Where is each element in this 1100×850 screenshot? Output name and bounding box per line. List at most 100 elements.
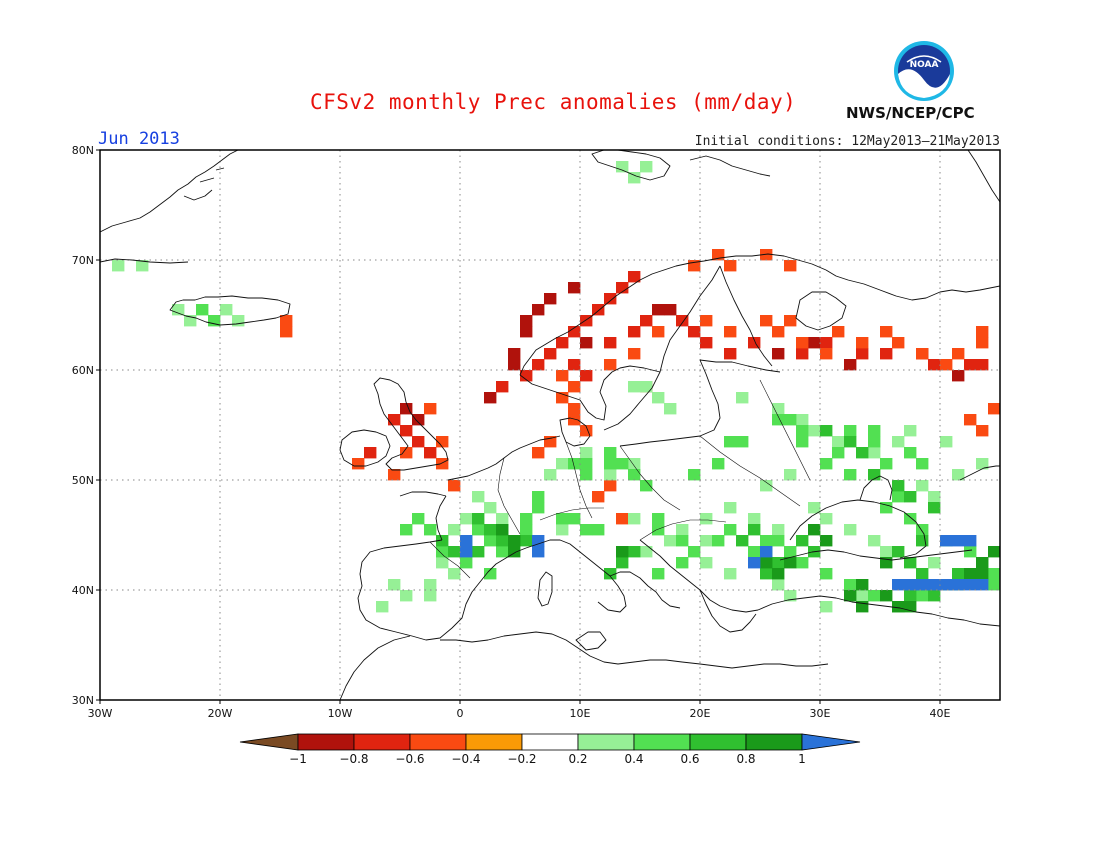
anomaly-cell [652, 304, 665, 316]
anomaly-cell [736, 392, 749, 404]
anomaly-cell [940, 535, 953, 547]
anomaly-cell [796, 348, 809, 360]
anomaly-cell [772, 568, 785, 580]
anomaly-cell [508, 348, 521, 360]
anomaly-cell [868, 469, 881, 481]
anomaly-cell [532, 502, 545, 514]
anomaly-cell [916, 458, 929, 470]
anomaly-cell [556, 370, 569, 382]
anomaly-cell [628, 271, 641, 283]
anomaly-cell [904, 425, 917, 437]
anomaly-cell [520, 535, 533, 547]
anomaly-cell [940, 359, 953, 371]
colorbar-swatch [689, 733, 747, 751]
anomaly-cell [700, 337, 713, 349]
lon-tick-label: 10W [328, 707, 353, 720]
anomaly-cell [928, 359, 941, 371]
anomaly-cell [628, 381, 641, 393]
anomaly-cell [748, 524, 761, 536]
anomaly-cell [928, 502, 941, 514]
anomaly-cell [976, 557, 989, 569]
anomaly-cell [952, 469, 965, 481]
anomaly-cell [964, 359, 977, 371]
anomaly-cell [856, 590, 869, 602]
coastlines [100, 150, 1000, 700]
anomaly-cell [460, 535, 473, 547]
anomaly-cell [424, 579, 437, 591]
anomaly-cell [772, 326, 785, 338]
anomaly-cell [976, 579, 989, 591]
anomaly-cell [700, 513, 713, 525]
anomaly-cell [484, 535, 497, 547]
anomaly-cell [616, 282, 629, 294]
anomaly-cell [616, 458, 629, 470]
anomaly-cell [184, 315, 197, 327]
anomaly-cell [556, 458, 569, 470]
anomaly-cell [820, 425, 833, 437]
colorbar-low-arrow [239, 733, 299, 751]
anomaly-cell [832, 447, 845, 459]
anomaly-cell [784, 546, 797, 558]
anomaly-cell [364, 447, 377, 459]
anomaly-cell [508, 546, 521, 558]
anomaly-cell [1000, 458, 1012, 469]
anomaly-cell [772, 557, 785, 569]
anomaly-cell [616, 513, 629, 525]
anomaly-cell [964, 568, 977, 580]
anomaly-cell [208, 315, 221, 327]
anomaly-cell [964, 414, 977, 426]
lon-tick-label: 20E [690, 707, 711, 720]
anomaly-cell [856, 579, 869, 591]
anomaly-cell [544, 469, 557, 481]
anomaly-cell [952, 568, 965, 580]
anomaly-cell [832, 326, 845, 338]
anomaly-cell [820, 337, 833, 349]
anomaly-cell [724, 502, 737, 514]
anomaly-cell [688, 260, 701, 272]
anomaly-cell [700, 535, 713, 547]
colorbar-swatch [633, 733, 691, 751]
anomaly-cell [976, 425, 989, 437]
anomaly-cell [820, 458, 833, 470]
anomaly-cell [508, 359, 521, 371]
anomaly-cell [844, 524, 857, 536]
anomaly-cell [580, 315, 593, 327]
anomaly-cell [916, 524, 929, 536]
anomaly-cell [376, 601, 389, 613]
anomaly-cell [604, 469, 617, 481]
anomaly-cell [868, 436, 881, 448]
anomaly-cell [664, 304, 677, 316]
anomaly-cell [424, 403, 437, 415]
anomaly-cell [628, 172, 641, 184]
anomaly-cell [760, 568, 773, 580]
anomaly-cell [652, 513, 665, 525]
lat-tick-label: 80N [72, 144, 94, 157]
noaa-logo-icon: NOAA [894, 41, 954, 101]
colorbar-tick-label: −0.6 [395, 752, 424, 766]
anomaly-cell [724, 260, 737, 272]
anomaly-cell [820, 601, 833, 613]
colorbar-swatch [353, 733, 411, 751]
anomaly-cell [472, 491, 485, 503]
anomaly-cell [844, 425, 857, 437]
anomaly-cell [604, 447, 617, 459]
anomaly-cell [688, 469, 701, 481]
anomaly-cell [640, 315, 653, 327]
anomaly-cell [424, 590, 437, 602]
anomaly-cell [904, 590, 917, 602]
colorbar-high-arrow [801, 733, 861, 751]
lon-tick-label: 30E [810, 707, 831, 720]
anomaly-cell [580, 469, 593, 481]
anomaly-cell [532, 535, 545, 547]
anomaly-cell [952, 348, 965, 360]
anomaly-cell [856, 447, 869, 459]
anomaly-cell [844, 436, 857, 448]
anomaly-cell [232, 315, 245, 327]
anomaly-cell [796, 535, 809, 547]
anomaly-cell [760, 249, 773, 261]
colorbar-tick-label: 0.4 [624, 752, 643, 766]
lon-tick-label: 20W [208, 707, 233, 720]
lon-tick-label: 0 [457, 707, 464, 720]
anomaly-cell [700, 557, 713, 569]
anomaly-cell [688, 326, 701, 338]
